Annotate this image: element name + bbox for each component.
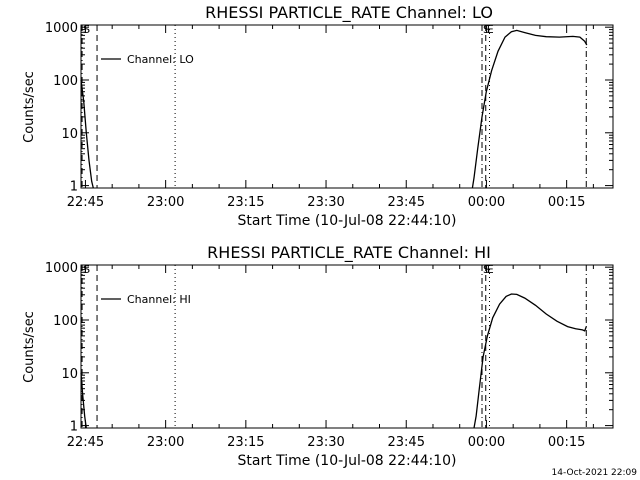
event-marker-label: S xyxy=(83,263,90,276)
panel-hi: RHESSI PARTICLE_RATE Channel: HI Counts/… xyxy=(22,243,614,469)
x-tick-label: 22:45 xyxy=(67,435,104,450)
x-tick-label: 23:30 xyxy=(307,195,344,210)
x-axis-label: Start Time (10-Jul-08 22:44:10) xyxy=(237,213,456,229)
y-tick-label: 100 xyxy=(53,74,78,89)
x-tick-label: 23:45 xyxy=(388,435,425,450)
footer-timestamp: 14-Oct-2021 22:09 xyxy=(552,468,638,478)
x-tick-label: 00:15 xyxy=(548,195,585,210)
y-tick-label: 1000 xyxy=(45,21,78,36)
chart-title: RHESSI PARTICLE_RATE Channel: LO xyxy=(205,3,493,23)
y-tick-label: 10 xyxy=(61,127,78,142)
x-tick-label: 22:45 xyxy=(67,195,104,210)
y-tick-label: 1 xyxy=(70,180,78,195)
x-tick-label: 23:15 xyxy=(227,195,264,210)
x-tick-label: 00:00 xyxy=(468,195,505,210)
x-tick-label: 23:00 xyxy=(147,195,184,210)
x-tick-label: 00:00 xyxy=(468,435,505,450)
x-tick-label: 23:15 xyxy=(227,435,264,450)
event-marker-label: S xyxy=(483,23,490,36)
y-axis-label: Counts/sec xyxy=(22,71,37,143)
x-tick-label: 23:00 xyxy=(147,435,184,450)
event-marker-label: S xyxy=(83,23,90,36)
y-axis-label: Counts/sec xyxy=(22,311,37,383)
x-tick-label: 23:30 xyxy=(307,435,344,450)
chart-title: RHESSI PARTICLE_RATE Channel: HI xyxy=(207,243,491,263)
x-tick-label: 00:15 xyxy=(548,435,585,450)
panel-lo: RHESSI PARTICLE_RATE Channel: LO Counts/… xyxy=(22,3,614,229)
y-tick-label: 10 xyxy=(61,367,78,382)
series-line xyxy=(471,29,588,189)
plot-frame xyxy=(80,264,614,429)
x-tick-label: 23:45 xyxy=(388,195,425,210)
event-marker-label: S xyxy=(483,263,490,276)
series-line xyxy=(80,372,87,429)
y-tick-label: 1000 xyxy=(45,261,78,276)
plot-frame xyxy=(80,24,614,189)
series-line xyxy=(473,293,587,429)
x-axis-label: Start Time (10-Jul-08 22:44:10) xyxy=(237,453,456,469)
legend-label: Channel: LO xyxy=(127,53,194,66)
series-line xyxy=(80,79,94,189)
event-marker-label: E xyxy=(487,263,494,276)
y-tick-label: 100 xyxy=(53,314,78,329)
y-tick-label: 1 xyxy=(70,420,78,435)
event-marker-label: E xyxy=(487,23,494,36)
legend-label: Channel: HI xyxy=(127,293,191,306)
